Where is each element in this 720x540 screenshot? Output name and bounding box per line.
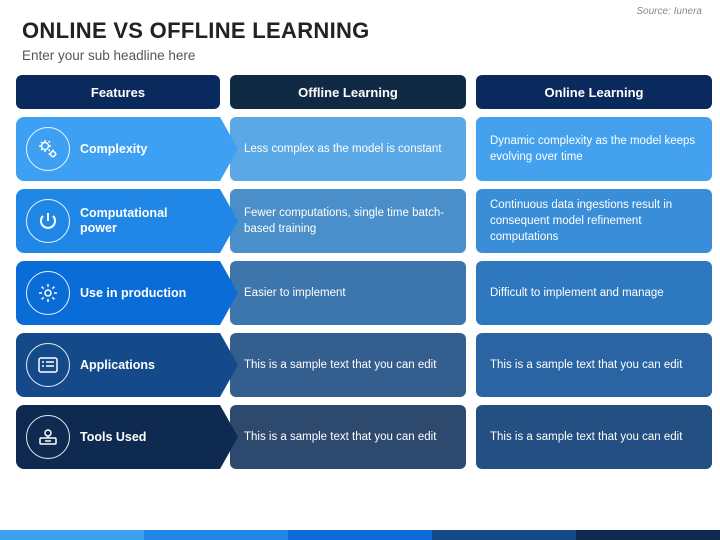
column-header-online: Online Learning [476,75,712,109]
cog-icon [26,271,70,315]
source-label: Source: Iunera [636,6,702,17]
tools-icon [26,415,70,459]
feature-chip: Tools Used [16,405,220,469]
feature-label: Use in production [80,286,208,301]
feature-label: Computational power [80,206,220,236]
footer-segment [144,530,288,540]
offline-cell: This is a sample text that you can edit [230,333,466,397]
online-cell: Difficult to implement and manage [476,261,712,325]
online-cell: This is a sample text that you can edit [476,333,712,397]
footer-segment [432,530,576,540]
footer-segment [576,530,720,540]
offline-cell: Easier to implement [230,261,466,325]
comparison-grid: Features Offline Learning Online Learning C… [0,69,720,469]
feature-chip: Computational power [16,189,220,253]
footer-stripe [0,530,720,540]
feature-chip: Use in production [16,261,220,325]
column-header-features: Features [16,75,220,109]
feature-label: Applications [80,358,177,373]
feature-label: Complexity [80,142,169,157]
page-subtitle: Enter your sub headline here [22,48,698,63]
online-cell: Continuous data ingestions result in con… [476,189,712,253]
feature-chip: Applications [16,333,220,397]
feature-chip: Complexity [16,117,220,181]
page-title: ONLINE VS OFFLINE LEARNING [22,18,698,44]
online-cell: Dynamic complexity as the model keeps ev… [476,117,712,181]
footer-segment [288,530,432,540]
footer-segment [0,530,144,540]
offline-cell: This is a sample text that you can edit [230,405,466,469]
online-cell: This is a sample text that you can edit [476,405,712,469]
feature-label: Tools Used [80,430,168,445]
column-header-offline: Offline Learning [230,75,466,109]
offline-cell: Fewer computations, single time batch-ba… [230,189,466,253]
header-block: ONLINE VS OFFLINE LEARNING Enter your su… [0,0,720,69]
power-icon [26,199,70,243]
list-icon [26,343,70,387]
offline-cell: Less complex as the model is constant [230,117,466,181]
gears-icon [26,127,70,171]
